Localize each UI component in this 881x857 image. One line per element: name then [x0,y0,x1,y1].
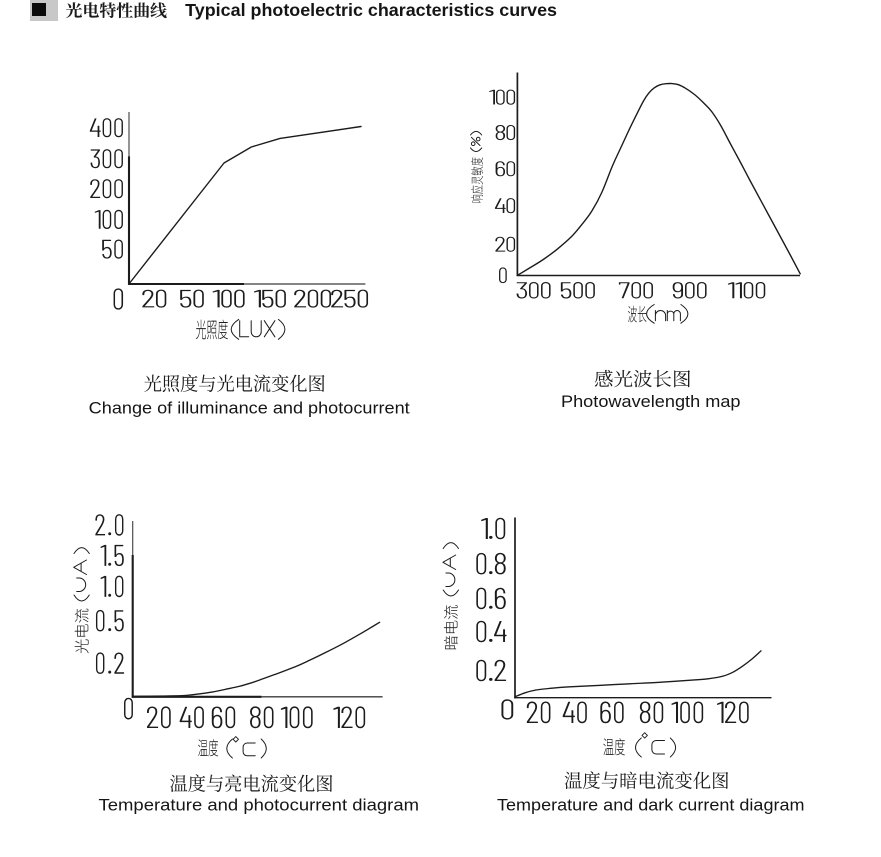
svg-text:Temperature and photocurrent d: Temperature and photocurrent diagram [99,796,420,815]
svg-text:Temperature and dark current d: Temperature and dark current diagram [497,796,805,815]
svg-text:Change of illuminance and phot: Change of illuminance and photocurrent [89,399,410,418]
svg-text:Typical photoelectric characte: Typical photoelectric characteristics cu… [185,0,557,20]
svg-text:Photowavelength map: Photowavelength map [561,392,741,411]
